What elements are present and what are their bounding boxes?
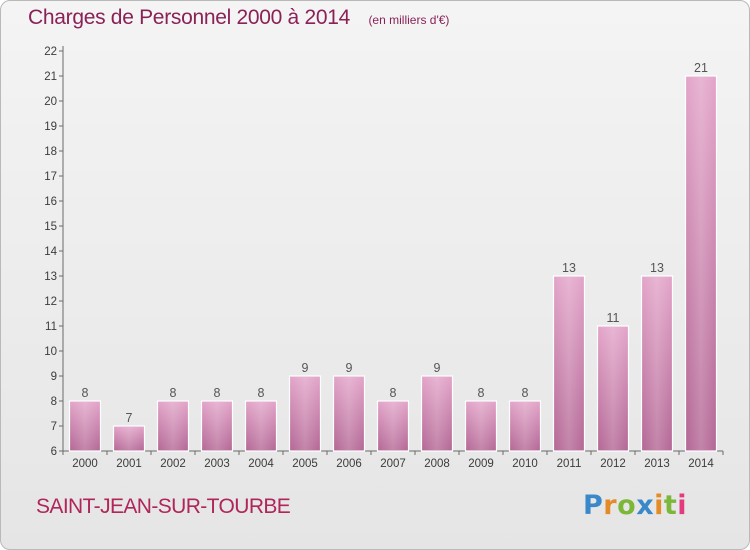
proxiti-logo[interactable]: Proxiti [583,490,687,521]
y-tick-label: 16 [44,196,57,208]
y-tick-label: 14 [44,246,57,258]
bar-highlight [379,402,407,450]
logo-letter: t [663,490,678,521]
bar-highlight [511,402,539,450]
bar-highlight [643,277,671,450]
bar-highlight [291,377,319,450]
y-tick-label: 6 [51,446,57,458]
bar-highlight [247,402,275,450]
value-label: 7 [126,411,133,425]
y-tick-label: 12 [44,296,57,308]
x-tick-label: 2009 [468,458,494,470]
x-tick-label: 2006 [336,458,362,470]
bars [68,75,718,452]
logo-letter: i [654,490,664,521]
y-tick-label: 13 [44,271,57,283]
value-label: 13 [562,261,576,275]
value-labels: 8 7 8 8 8 9 9 8 9 8 8 13 11 13 21 [82,61,708,425]
y-tick-label: 8 [51,396,57,408]
x-tick-label: 2011 [557,458,582,470]
bar-highlight [115,427,143,450]
logo-letter: P [583,490,604,521]
bar-highlight [467,402,495,450]
y-tick-label: 7 [51,421,57,433]
y-tick-label: 10 [44,346,57,358]
bar-highlight [555,277,583,450]
bar-highlight [159,402,187,450]
logo-letter: r [603,490,618,521]
x-tick-label: 2001 [116,458,142,470]
y-tick-label: 11 [45,321,57,333]
y-tick-label: 20 [44,96,57,108]
y-tick-label: 19 [44,121,57,133]
y-tick-label: 22 [44,46,57,58]
value-label: 8 [170,386,177,400]
logo-letter: x [636,490,655,521]
value-label: 8 [214,386,221,400]
value-label: 13 [650,261,664,275]
x-tick-label: 2008 [424,458,450,470]
bar-highlight [599,327,627,450]
x-axis: 2000 2001 2002 2003 2004 2005 2006 2007 2008 2009… [62,450,724,470]
value-label: 8 [82,386,89,400]
value-label: 11 [607,311,620,325]
y-axis: 6 7 8 9 10 11 12 13 14 15 16 17 18 19 20 21 22 [44,46,64,458]
x-tick-label: 2013 [644,458,670,470]
y-tick-label: 15 [44,221,57,233]
value-label: 21 [694,61,708,75]
commune-name: SAINT-JEAN-SUR-TOURBE [36,495,291,518]
bar-highlight [203,402,231,450]
y-tick-label: 21 [44,71,57,83]
chart-title: Charges de Personnel 2000 à 2014 [28,6,350,29]
x-tick-label: 2002 [160,458,186,470]
chart-subtitle: (en milliers d'€) [368,13,450,27]
value-label: 9 [346,361,353,375]
x-tick-label: 2003 [204,458,230,470]
y-tick-label: 9 [51,371,57,383]
x-tick-label: 2012 [600,458,626,470]
value-label: 8 [478,386,485,400]
bar-highlight [687,77,715,450]
logo-letter: i [677,490,688,521]
bar-highlight [335,377,363,450]
x-tick-label: 2005 [292,458,318,470]
logo-letter: o [617,490,637,521]
x-tick-label: 2004 [248,458,274,470]
value-label: 8 [258,386,265,400]
y-tick-label: 18 [44,146,57,158]
x-tick-label: 2007 [380,458,406,470]
value-label: 8 [522,386,529,400]
value-label: 9 [434,361,441,375]
value-label: 8 [390,386,397,400]
y-tick-label: 17 [44,171,57,183]
title-row: Charges de Personnel 2000 à 2014 (en mil… [28,6,449,30]
x-tick-label: 2010 [512,458,538,470]
x-tick-label: 2000 [72,458,98,470]
value-label: 9 [302,361,309,375]
bar-highlight [423,377,451,450]
x-tick-label: 2014 [688,458,714,470]
bar-highlight [71,402,99,450]
